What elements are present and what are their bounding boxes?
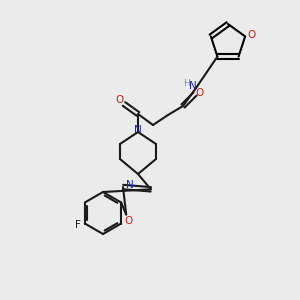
Text: O: O — [247, 30, 255, 40]
Text: O: O — [196, 88, 204, 98]
Text: N: N — [134, 125, 142, 135]
Text: O: O — [124, 217, 132, 226]
Text: F: F — [75, 220, 81, 230]
Text: N: N — [126, 180, 134, 190]
Text: H: H — [183, 79, 189, 88]
Text: O: O — [115, 95, 123, 105]
Text: N: N — [189, 81, 197, 91]
